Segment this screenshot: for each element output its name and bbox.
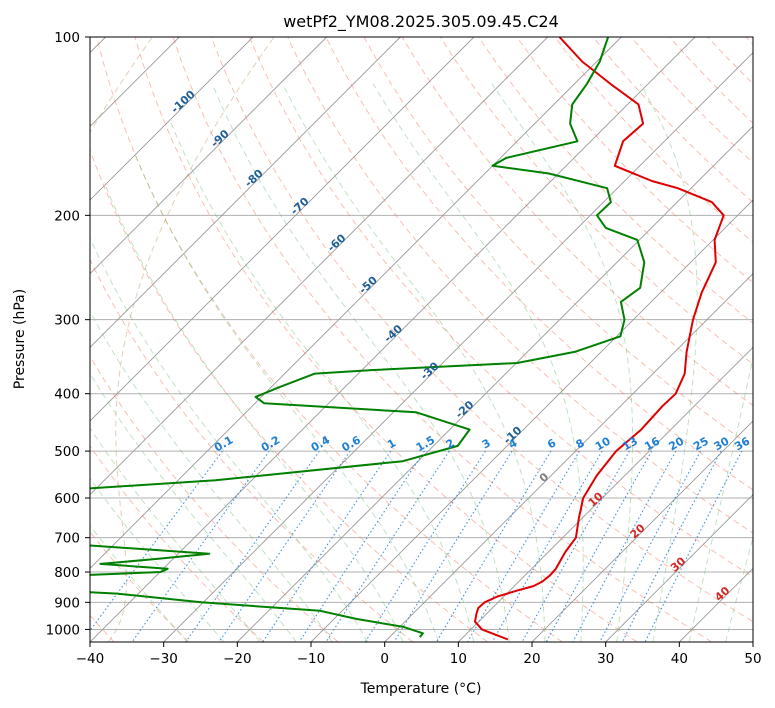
dewpoint-profile-line (90, 37, 646, 638)
axes: −40 −30 −20 −10 0 10 20 30 40 50 1000 900 800 700 600 5… (46, 30, 762, 667)
moist-adiabat-line (90, 477, 225, 642)
moist-adiabat-line (90, 427, 261, 642)
x-tick-label: 20 (523, 651, 540, 667)
moist-adiabat-line (725, 535, 753, 642)
dry-adiabat-line (249, 37, 753, 578)
moist-adiabat-line (90, 524, 188, 642)
moist-adiabat-line (211, 83, 510, 642)
dry-adiabat-line (172, 37, 712, 642)
moist-adiabat-line (372, 83, 584, 642)
x-tick-label: 0 (380, 651, 389, 667)
dry-adiabat-line (90, 445, 264, 642)
y-tick-label: 800 (54, 565, 80, 581)
isotherm-line (531, 420, 753, 642)
moist-adiabat-line (169, 119, 475, 642)
mixing-ratio-line (185, 450, 320, 642)
mixing-ratio-line (218, 450, 351, 642)
mixing-ratio-line (599, 450, 701, 642)
moist-adiabat-line (491, 83, 633, 642)
moist-adiabat-line (282, 83, 546, 642)
lcl-curve-line (107, 37, 275, 642)
mixing-ratio-line (90, 450, 223, 632)
dry-adiabat-line (90, 258, 414, 642)
dry-adiabat-line (592, 37, 753, 203)
dry-adiabat-line (401, 37, 753, 406)
y-tick-label: 300 (54, 313, 80, 329)
y-tick-label: 900 (54, 595, 80, 611)
isotherm-line (163, 52, 753, 642)
mixing-ratio-line (621, 450, 722, 642)
isotherm-line (237, 125, 753, 642)
dry-adiabat-line (210, 37, 753, 623)
moist-adiabat-line (90, 310, 333, 642)
temperature-profile-line (474, 37, 725, 641)
y-tick-label: 600 (54, 491, 80, 507)
isotherm-line (458, 346, 753, 642)
x-tick-label: 10 (450, 651, 467, 667)
x-tick-label: −10 (297, 651, 326, 667)
y-tick-label: 500 (54, 444, 80, 460)
isotherm-line (384, 273, 753, 642)
dry-adiabat-line (478, 37, 753, 324)
x-tick-label: 50 (744, 651, 761, 667)
dry-adiabat-line (325, 37, 753, 491)
x-tick-label: −20 (223, 651, 252, 667)
mixing-ratio-line (644, 450, 743, 642)
x-tick-label: 40 (671, 651, 688, 667)
sounding-profiles (90, 37, 725, 641)
dry-adiabat-line (516, 37, 753, 283)
mixing-ratio-line (545, 450, 653, 642)
moist-adiabat-line (688, 355, 753, 642)
x-tick-label: −30 (149, 651, 178, 667)
moist-adiabat-line (639, 83, 698, 642)
y-tick-label: 400 (54, 387, 80, 403)
isotherm-line (90, 37, 548, 496)
y-tick-label: 700 (54, 531, 80, 547)
isotherm-line (90, 37, 622, 569)
isotherm-line (90, 37, 327, 275)
isotherm-line (90, 37, 475, 422)
moist-adiabat-line (134, 154, 439, 642)
mixing-ratio-line (491, 450, 603, 642)
isotherm-line (90, 37, 696, 642)
mixing-ratio-line (393, 450, 513, 642)
dry-adiabat-line (363, 37, 753, 448)
mixing-ratio-line (298, 450, 425, 642)
mixing-ratio-line (521, 450, 630, 642)
y-tick-label: 200 (54, 208, 80, 224)
mixing-ratio-line (262, 450, 392, 642)
dry-adiabat-line (134, 37, 638, 642)
moist-adiabat-line (90, 237, 368, 642)
background-lines (90, 37, 753, 642)
dry-adiabat-line (630, 37, 753, 164)
moist-adiabat-line (103, 182, 404, 642)
plot-frame (89, 36, 754, 643)
isotherm-line (90, 37, 254, 201)
x-axis-title: Temperature (°C) (360, 681, 482, 697)
y-tick-label: 1000 (46, 622, 80, 638)
y-tick-label: 100 (54, 30, 80, 46)
x-tick-label: −40 (76, 651, 105, 667)
mixing-ratio-line (572, 450, 677, 642)
chart-title: wetPf2_YM08.2025.305.09.45.C24 (283, 12, 559, 32)
x-tick-label: 30 (597, 651, 614, 667)
isotherm-line (605, 494, 753, 642)
dry-adiabat-line (287, 37, 753, 534)
dry-adiabat-line (96, 37, 563, 642)
y-axis-title: Pressure (hPa) (12, 289, 28, 389)
